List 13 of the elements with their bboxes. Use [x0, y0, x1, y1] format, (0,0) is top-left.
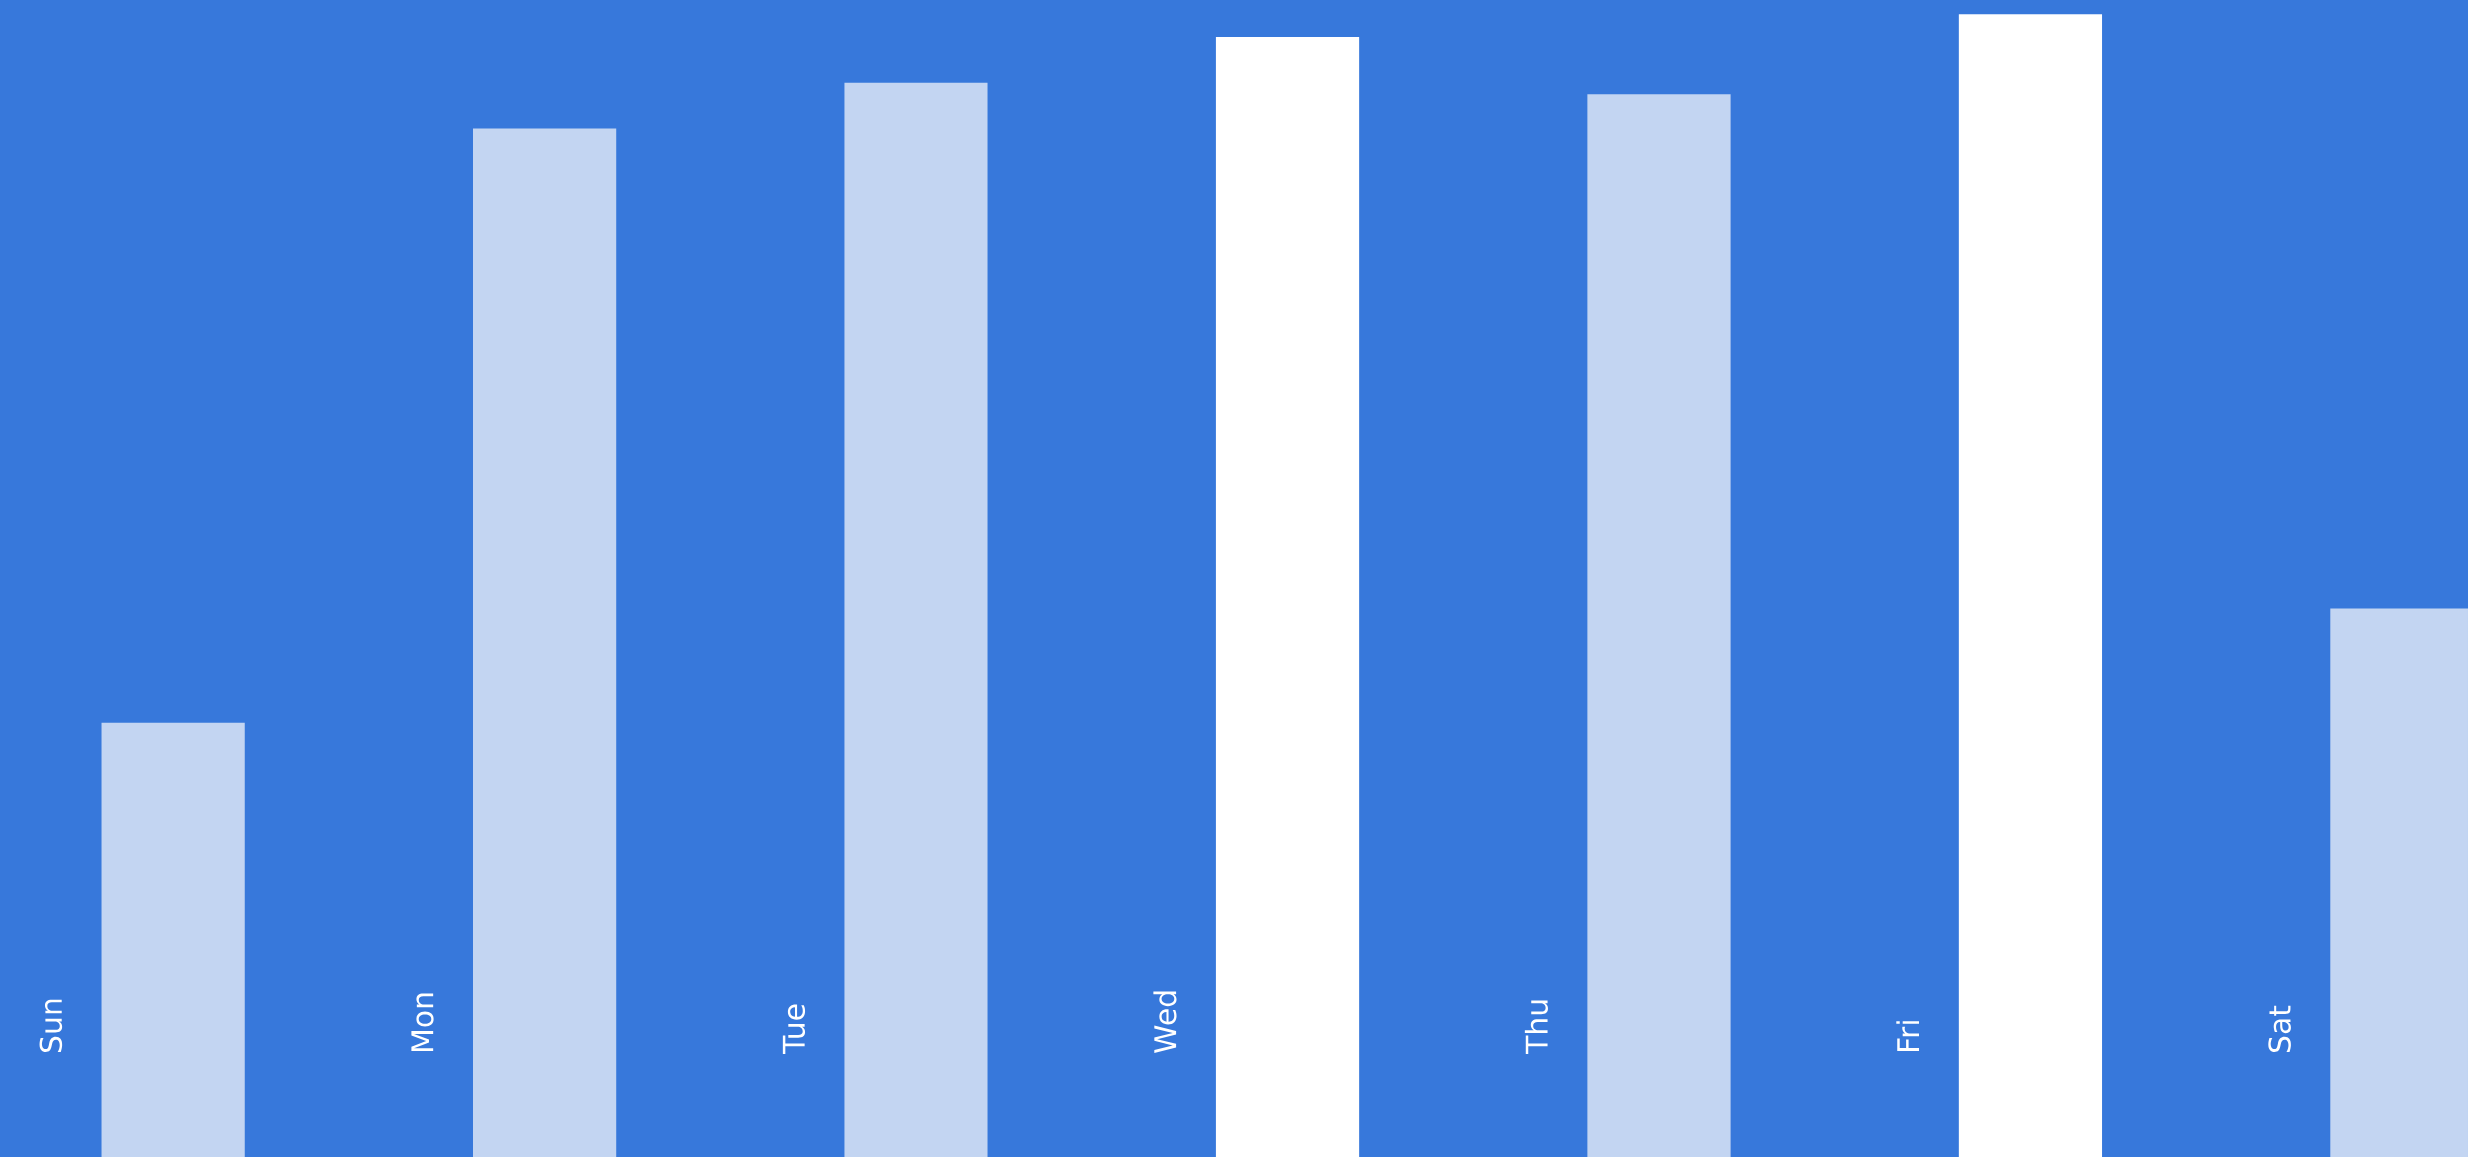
x-tick-label: Thu: [1524, 1000, 1548, 1055]
x-tick-label: Wed: [1153, 991, 1177, 1053]
bar: [844, 82, 988, 1157]
bar: [101, 722, 245, 1157]
bar: [1215, 37, 1360, 1157]
bar: [472, 128, 617, 1157]
x-tick-label: Tue: [782, 1004, 806, 1055]
x-tick-label: Mon: [411, 993, 434, 1052]
bar: [1587, 94, 1731, 1157]
x-tick-label: Sat: [2268, 1005, 2291, 1052]
x-tick-label: Sun: [39, 999, 63, 1052]
x-tick-label: Fri: [1896, 1021, 1920, 1052]
bar: [1958, 14, 2103, 1157]
